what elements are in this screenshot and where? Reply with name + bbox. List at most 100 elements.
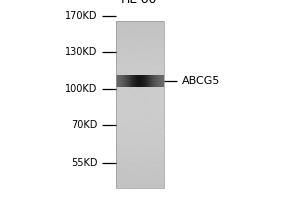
Bar [138, 124, 139, 125]
Bar [129, 90, 130, 91]
Bar [123, 32, 124, 33]
Bar [163, 164, 164, 165]
Bar [116, 63, 164, 64]
Bar [116, 102, 164, 103]
Bar [162, 36, 163, 37]
Bar [147, 186, 148, 187]
Bar [147, 100, 148, 101]
Bar [116, 85, 164, 86]
Bar [117, 50, 118, 51]
Bar [156, 171, 157, 172]
Bar [130, 102, 131, 103]
Bar [142, 136, 143, 137]
Bar [133, 168, 134, 169]
Bar [135, 47, 136, 48]
Bar [116, 112, 164, 113]
Bar [156, 181, 157, 182]
Bar [133, 90, 134, 91]
Bar [116, 36, 164, 37]
Bar [120, 21, 121, 22]
Bar [116, 55, 164, 56]
Bar [116, 142, 164, 143]
Bar [116, 176, 164, 177]
Bar [137, 148, 138, 149]
Bar [121, 30, 122, 31]
Bar [116, 69, 164, 70]
Bar [159, 102, 160, 103]
Bar [143, 171, 144, 172]
Bar [154, 52, 155, 53]
Bar [116, 143, 164, 144]
Bar [160, 106, 161, 107]
Bar [116, 157, 164, 158]
Bar [122, 48, 123, 49]
Bar [122, 53, 123, 54]
Bar [117, 42, 118, 43]
Bar [116, 95, 164, 96]
Bar [116, 113, 164, 114]
Bar [126, 173, 127, 174]
Bar [150, 38, 151, 39]
Bar [116, 81, 164, 82]
Bar [116, 33, 164, 34]
Bar [116, 101, 164, 102]
Bar [116, 61, 164, 62]
Bar [141, 88, 142, 89]
Bar [121, 66, 122, 67]
Bar [124, 38, 125, 39]
Bar [154, 71, 155, 72]
Bar [149, 47, 150, 48]
Bar [116, 75, 164, 76]
Bar [124, 155, 125, 156]
Bar [116, 118, 164, 119]
Bar [160, 134, 161, 135]
Bar [131, 121, 132, 122]
Bar [146, 112, 147, 113]
Bar [120, 126, 121, 127]
Bar [116, 164, 164, 165]
Bar [150, 77, 151, 78]
Bar [139, 132, 140, 133]
Bar [122, 39, 123, 40]
Bar [151, 151, 152, 152]
Bar [116, 183, 164, 184]
Bar [116, 53, 164, 54]
Bar [147, 108, 148, 109]
Bar [116, 21, 164, 22]
Bar [143, 60, 144, 61]
Bar [148, 160, 149, 161]
Bar [148, 151, 149, 152]
Bar [163, 32, 164, 33]
Bar [162, 162, 163, 163]
Bar [118, 98, 119, 99]
Bar [154, 60, 155, 61]
Bar [136, 166, 137, 167]
Bar [116, 127, 164, 128]
Bar [153, 94, 154, 95]
Bar [116, 38, 164, 39]
Bar [116, 91, 164, 92]
Bar [116, 49, 164, 50]
Bar [122, 39, 123, 40]
Bar [145, 117, 146, 118]
Bar [153, 100, 154, 101]
Bar [116, 154, 164, 155]
Bar [116, 150, 164, 151]
Bar [125, 183, 126, 184]
Bar [141, 116, 142, 117]
Bar [116, 32, 164, 33]
Bar [116, 140, 164, 141]
Bar [116, 158, 164, 159]
Bar [116, 109, 164, 110]
Bar [116, 161, 164, 162]
Bar [135, 165, 136, 166]
Bar [147, 135, 148, 136]
Bar [141, 89, 142, 90]
Bar [116, 147, 164, 148]
Bar [142, 58, 143, 59]
Bar [116, 170, 117, 171]
Bar [118, 98, 119, 99]
Bar [145, 23, 146, 24]
Bar [116, 82, 164, 83]
Bar [163, 118, 164, 119]
